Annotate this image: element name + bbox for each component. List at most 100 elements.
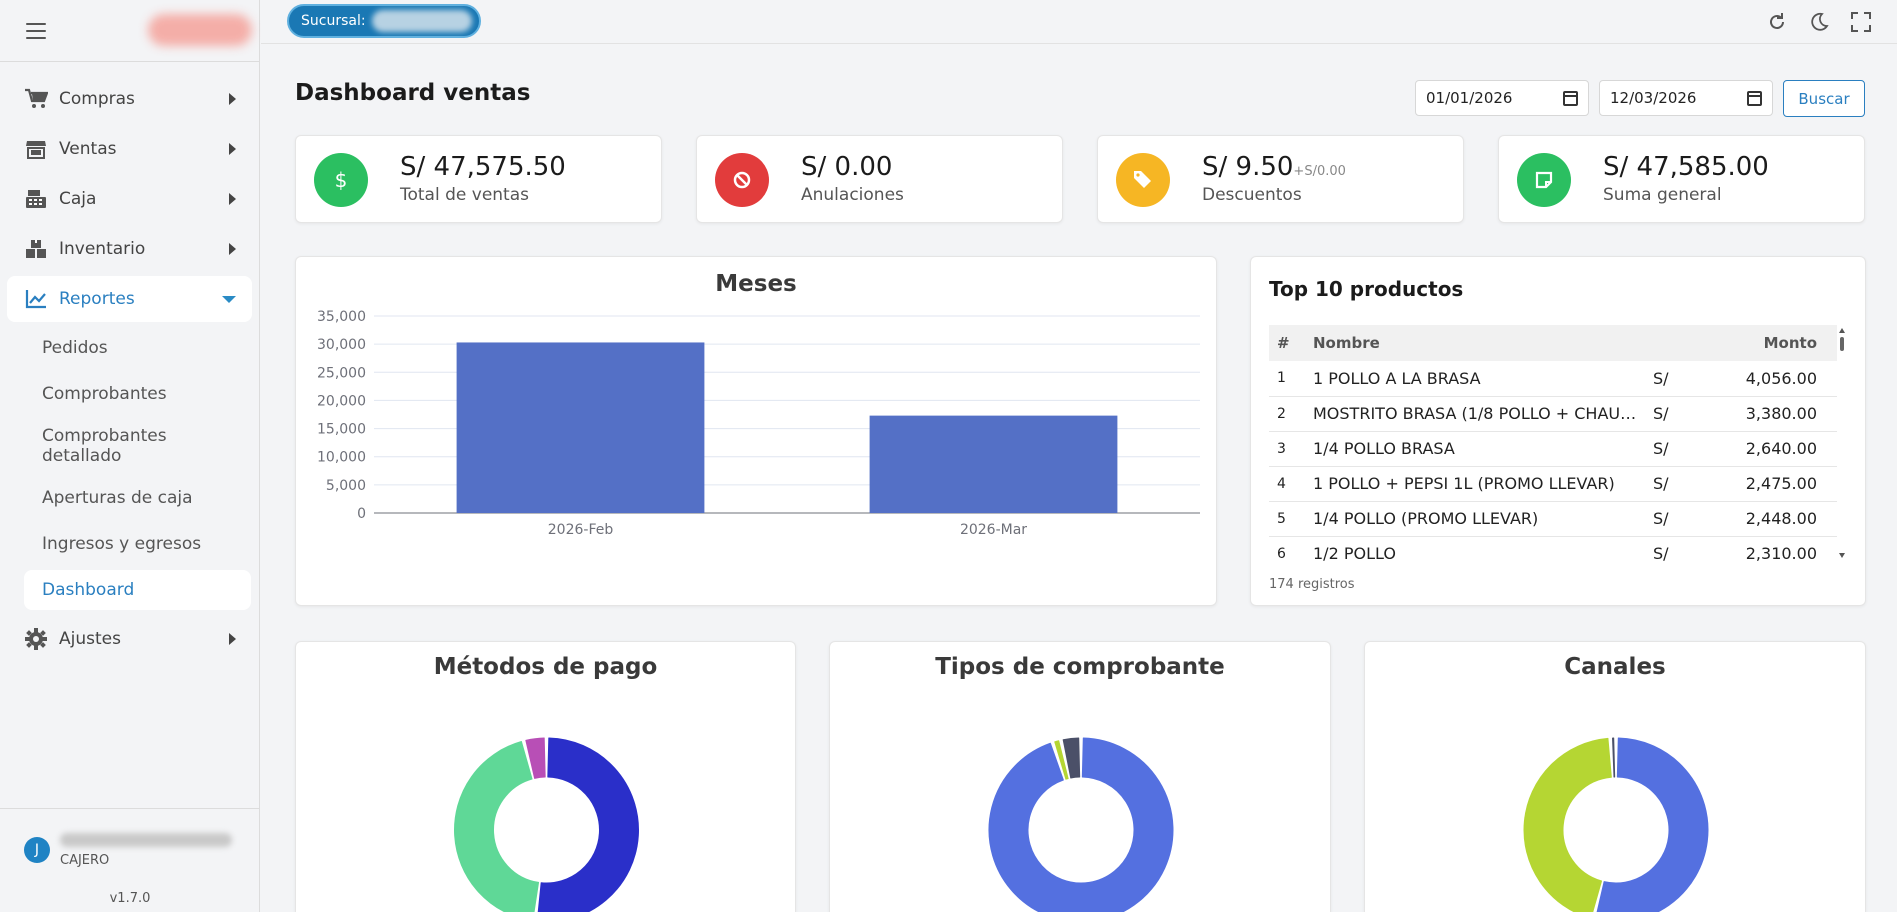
y-tick-label: 20,000 — [317, 393, 366, 409]
sidebar-subitem-pedidos[interactable]: Pedidos — [42, 338, 108, 358]
channels-panel: Canales PARA LLEVARSALÓNDELIVERY — [1364, 641, 1866, 912]
receipt-types-panel: Tipos de comprobante NOTA DE VENTAFACTUR… — [829, 641, 1331, 912]
sidebar-item-ajustes[interactable]: Ajustes — [7, 616, 252, 662]
product-name: 1/4 POLLO BRASA — [1305, 431, 1645, 467]
table-row[interactable]: 2 MOSTRITO BRASA (1/8 POLLO + CHAUFA) S/3,… — [1269, 396, 1837, 432]
tag-icon — [1116, 153, 1170, 207]
date-to-input[interactable]: 12/03/2026 — [1599, 80, 1773, 116]
user-name-redacted — [60, 833, 232, 847]
y-tick-label: 25,000 — [317, 365, 366, 381]
app-version: v1.7.0 — [109, 891, 151, 906]
boxes-icon — [23, 238, 49, 260]
avatar[interactable]: J — [24, 837, 50, 863]
date-from-input[interactable]: 01/01/2026 — [1415, 80, 1589, 116]
product-name: 1/4 POLLO (PROMO LLEVAR) — [1305, 501, 1645, 537]
search-button[interactable]: Buscar — [1783, 80, 1865, 117]
y-tick-label: 35,000 — [317, 309, 366, 325]
table-row[interactable]: 3 1/4 POLLO BRASA S/2,640.00 — [1269, 431, 1837, 467]
col-header-amount: Monto — [1763, 334, 1817, 352]
stat-label: Anulaciones — [801, 185, 904, 205]
chevron-right-icon — [229, 193, 236, 205]
sidebar-item-reportes[interactable]: Reportes — [7, 276, 252, 322]
sidebar-item-label: Reportes — [59, 289, 135, 309]
branch-selector[interactable]: Sucursal: — [287, 4, 481, 38]
records-count: 174 registros — [1269, 577, 1355, 592]
dark-mode-moon-icon[interactable] — [1807, 10, 1831, 34]
stat-card-anulaciones: S/ 0.00 Anulaciones — [696, 135, 1063, 223]
product-amount: 4,056.00 — [1685, 361, 1837, 397]
sidebar-nav: Compras Ventas Caja Inventario — [0, 62, 259, 662]
refresh-icon[interactable] — [1765, 10, 1789, 34]
row-index: 4 — [1269, 466, 1305, 502]
chevron-right-icon — [229, 93, 236, 105]
bar[interactable] — [456, 342, 705, 513]
hamburger-menu-icon[interactable] — [26, 22, 46, 39]
donut-slice[interactable] — [1054, 740, 1069, 780]
col-header-currency — [1645, 325, 1685, 361]
sidebar-subitem-comprobantes-detallado[interactable]: Comprobantes detallado — [42, 426, 167, 466]
y-tick-label: 5,000 — [326, 478, 366, 494]
y-tick-label: 0 — [357, 506, 366, 522]
calendar-icon[interactable] — [1563, 90, 1578, 106]
donut-slice[interactable] — [525, 737, 546, 779]
chart-title: Meses — [715, 271, 797, 297]
chevron-right-icon — [229, 143, 236, 155]
donut-slice[interactable] — [537, 737, 639, 912]
channels-donut — [1523, 737, 1709, 912]
sidebar-subitem-aperturas-caja[interactable]: Aperturas de caja — [42, 488, 193, 508]
sidebar-item-compras[interactable]: Compras — [7, 76, 252, 122]
product-name: 1 POLLO A LA BRASA — [1305, 361, 1645, 397]
stat-amount: S/ 9.50+S/0.00 — [1202, 152, 1346, 182]
donut-slice[interactable] — [1523, 737, 1612, 912]
chevron-down-icon — [222, 295, 236, 303]
row-index: 3 — [1269, 431, 1305, 467]
sidebar-item-ventas[interactable]: Ventas — [7, 126, 252, 172]
table-scrollbar[interactable] — [1837, 325, 1847, 561]
product-name: 1 POLLO + PEPSI 1L (PROMO LLEVAR) — [1305, 466, 1645, 502]
donut-slice[interactable] — [1612, 737, 1616, 778]
sidebar-item-inventario[interactable]: Inventario — [7, 226, 252, 272]
user-role: CAJERO — [60, 853, 110, 868]
top-products-title: Top 10 productos — [1269, 277, 1464, 301]
sidebar-item-label: Ventas — [59, 139, 117, 159]
payment-methods-donut — [454, 737, 639, 912]
sidebar-item-label: Caja — [59, 189, 97, 209]
fullscreen-icon[interactable] — [1849, 10, 1873, 34]
currency-symbol: S/ — [1645, 466, 1685, 502]
calendar-icon[interactable] — [1747, 90, 1762, 106]
sidebar-header — [0, 0, 259, 62]
table-row[interactable]: 5 1/4 POLLO (PROMO LLEVAR) S/2,448.00 — [1269, 501, 1837, 537]
note-icon — [1517, 153, 1571, 207]
row-index: 1 — [1269, 361, 1305, 397]
currency-symbol: S/ — [1645, 396, 1685, 432]
product-amount: 3,380.00 — [1685, 396, 1837, 432]
table-row[interactable]: 6 1/2 POLLO S/2,310.00 — [1269, 536, 1837, 561]
donut-slice[interactable] — [454, 740, 540, 912]
product-amount: 2,640.00 — [1685, 431, 1837, 467]
branch-name-redacted — [371, 10, 472, 32]
y-tick-label: 15,000 — [317, 422, 366, 438]
stat-label: Descuentos — [1202, 185, 1302, 205]
bar[interactable] — [869, 415, 1118, 513]
donut-slice[interactable] — [988, 737, 1174, 912]
brand-logo — [148, 14, 252, 46]
donut-slice[interactable] — [1062, 737, 1081, 779]
sidebar-item-caja[interactable]: Caja — [7, 176, 252, 222]
sidebar-subitem-comprobantes[interactable]: Comprobantes — [42, 384, 167, 404]
store-icon — [23, 138, 49, 160]
sidebar-subitem-ingresos-egresos[interactable]: Ingresos y egresos — [42, 534, 202, 554]
user-panel: J CAJERO v1.7.0 — [0, 808, 260, 912]
donut-slice[interactable] — [1595, 737, 1709, 912]
cart-icon — [23, 88, 49, 110]
gear-icon — [23, 628, 49, 650]
sidebar-subitem-dashboard[interactable]: Dashboard — [24, 570, 251, 610]
stat-card-total-ventas: $ S/ 47,575.50 Total de ventas — [295, 135, 662, 223]
chart-title: Tipos de comprobante — [935, 654, 1225, 680]
currency-symbol: S/ — [1645, 501, 1685, 537]
